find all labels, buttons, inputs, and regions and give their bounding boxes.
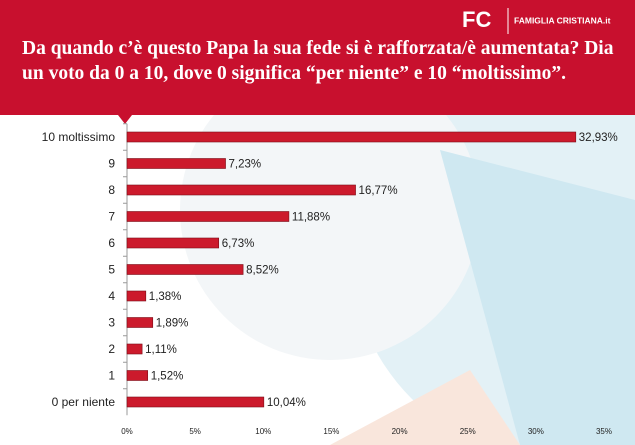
- bar: [126, 396, 265, 408]
- bar: [126, 237, 220, 249]
- y-tick-label: 0 per niente: [52, 395, 116, 409]
- header: [0, 0, 635, 115]
- decor: [330, 370, 520, 445]
- value-label: 1,11%: [145, 344, 177, 356]
- y-tick-label: 7: [108, 210, 115, 224]
- y-tick-label: 2: [108, 342, 115, 356]
- value-label: 6,73%: [222, 238, 255, 250]
- y-tick-label: 4: [108, 289, 115, 303]
- value-label: 1,38%: [149, 291, 182, 303]
- value-label: 1,89%: [156, 318, 189, 330]
- bar: [126, 370, 149, 381]
- bar: [126, 158, 226, 169]
- bar: [126, 264, 244, 275]
- bar: [126, 317, 154, 328]
- value-label: 11,88%: [292, 212, 330, 224]
- y-tick-label: 5: [108, 263, 115, 277]
- bar: [126, 290, 147, 302]
- decor: [440, 150, 635, 445]
- x-tick-label: 20%: [392, 427, 408, 436]
- value-label: 8,52%: [246, 265, 279, 277]
- y-tick-label: 3: [108, 316, 115, 330]
- logo: FC: [462, 7, 491, 32]
- value-label: 10,04%: [267, 397, 306, 409]
- value-label: 1,52%: [151, 371, 184, 383]
- x-tick-label: 25%: [460, 427, 476, 436]
- brand: FAMIGLIA CRISTIANA.it: [514, 15, 611, 25]
- x-tick-label: 5%: [189, 427, 201, 436]
- x-tick-label: 15%: [323, 427, 339, 436]
- x-tick-label: 35%: [596, 427, 612, 436]
- y-tick-label: 1: [108, 369, 115, 383]
- bar: [126, 211, 290, 222]
- bar: [126, 131, 577, 143]
- bar: [126, 184, 356, 196]
- value-label: 16,77%: [359, 185, 398, 197]
- x-tick-label: 30%: [528, 427, 544, 436]
- x-tick-label: 0%: [121, 427, 133, 436]
- x-tick-label: 10%: [255, 427, 271, 436]
- y-tick-label: 9: [108, 157, 115, 171]
- y-tick-label: 10 moltissimo: [42, 130, 116, 144]
- notch: [118, 115, 132, 124]
- value-label: 32,93%: [579, 132, 618, 144]
- chart-title: Da quando c’è questo Papa la sua fede si…: [22, 38, 614, 84]
- y-tick-label: 6: [108, 236, 115, 250]
- value-label: 7,23%: [229, 159, 262, 171]
- bar: [126, 343, 143, 355]
- y-tick-label: 8: [108, 183, 115, 197]
